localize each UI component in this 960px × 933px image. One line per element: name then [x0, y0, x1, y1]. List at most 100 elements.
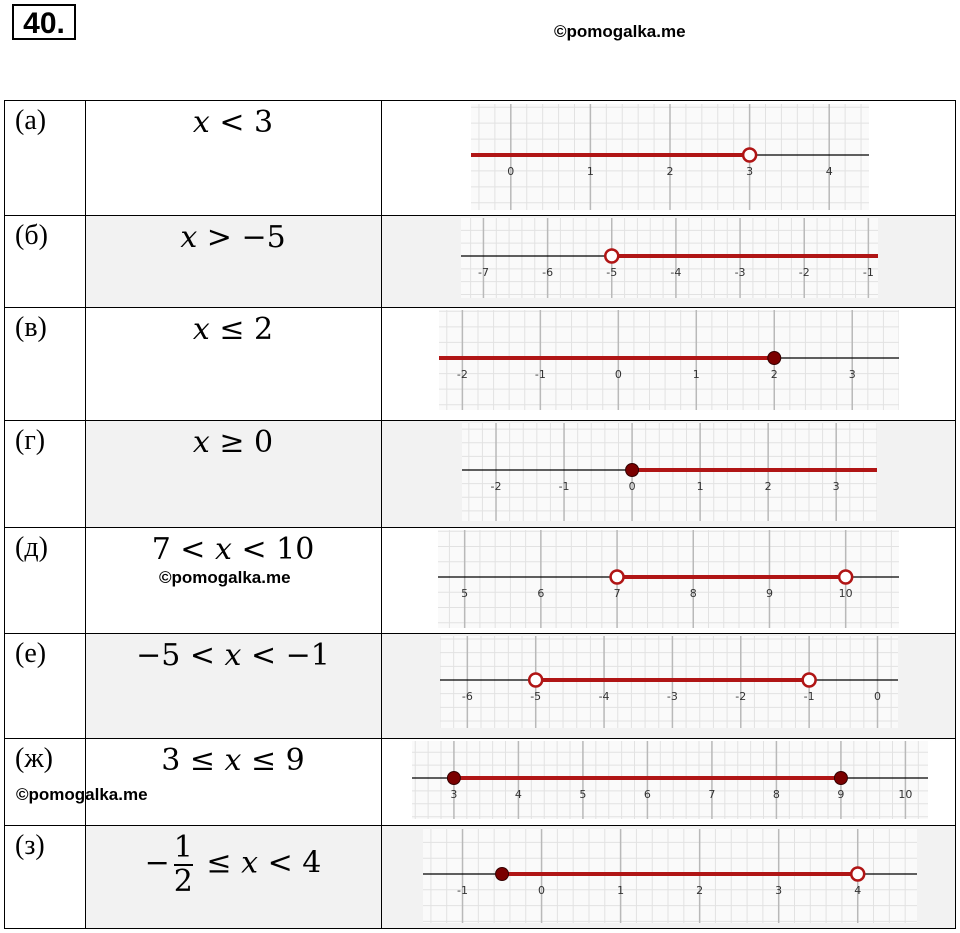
tick-label: 6	[644, 788, 651, 801]
tick-label: 8	[690, 587, 697, 600]
inequality-cell: x > −5	[85, 216, 382, 307]
label-cell: (з)	[5, 826, 86, 928]
label-cell: (ж)	[5, 739, 86, 825]
tick-label: 5	[461, 587, 468, 600]
tick-label: 4	[515, 788, 522, 801]
inequality: x ≤ 2	[85, 312, 381, 347]
rhs: 3	[254, 105, 274, 140]
variable: x	[224, 743, 242, 778]
row-label: (ж)	[15, 743, 53, 774]
tick-label: 0	[507, 165, 514, 178]
tick-label: -1	[863, 266, 874, 279]
variable: x	[180, 220, 198, 255]
lhs: 3 ≤	[161, 743, 225, 778]
tick-label: 6	[537, 587, 544, 600]
tick-label: 0	[874, 690, 881, 703]
tick-label: 5	[579, 788, 586, 801]
tick-label: 2	[765, 480, 772, 493]
row-label: (з)	[15, 830, 45, 861]
tick-label: -5	[606, 266, 617, 279]
rhs: 4	[302, 845, 322, 881]
number-line-a: 0 1 2 3 4	[471, 104, 869, 210]
open-endpoint	[527, 672, 544, 688]
lhs: 7 <	[151, 532, 215, 567]
tick-label: 10	[839, 587, 853, 600]
rhs: −1	[285, 638, 330, 673]
tick-label: 2	[696, 884, 703, 897]
closed-endpoint	[495, 867, 510, 881]
inequality: −1 2 ≤ x < 4	[85, 832, 381, 897]
tick-label: 3	[450, 788, 457, 801]
relation: ≤	[241, 743, 286, 778]
inequality-cell: 7 < x < 10 ©pomogalka.me	[85, 528, 382, 633]
variable: x	[214, 532, 232, 567]
open-endpoint	[837, 569, 854, 585]
tick-label: 0	[629, 480, 636, 493]
tick-label: 0	[538, 884, 545, 897]
denominator: 2	[173, 863, 193, 899]
variable: x	[192, 312, 210, 347]
tick-label: -4	[599, 690, 610, 703]
tick-label: 1	[693, 368, 700, 381]
open-endpoint	[741, 147, 758, 163]
number-line-b: -7 -6 -5 -4 -3 -2 -1	[461, 218, 878, 298]
label-cell: (б)	[5, 216, 86, 307]
tick-label: 2	[771, 368, 778, 381]
relation: <	[231, 532, 277, 567]
inequality: x ≥ 0	[85, 425, 381, 460]
inequality-cell: −1 2 ≤ x < 4	[85, 826, 382, 928]
problem-number: 40.	[12, 4, 76, 40]
tick-label: 3	[746, 165, 753, 178]
inequality: x < 3	[85, 105, 381, 140]
number-line-z: -1 0 1 2 3 4	[423, 829, 917, 923]
lhs-relation: ≤	[196, 845, 242, 881]
inequality-cell: x < 3	[85, 101, 382, 215]
rhs: 9	[285, 743, 305, 778]
tick-label: 9	[837, 788, 844, 801]
inequality: 3 ≤ x ≤ 9	[85, 743, 381, 778]
tick-label: -4	[670, 266, 681, 279]
inequality: 7 < x < 10	[85, 532, 381, 567]
inequality: x > −5	[85, 220, 381, 255]
relation: ≥	[209, 425, 255, 460]
label-cell: (е)	[5, 634, 86, 738]
inequality-cell: x ≥ 0	[85, 421, 382, 527]
rhs: 2	[254, 312, 274, 347]
closed-endpoint	[446, 771, 461, 785]
tick-label: -1	[457, 884, 468, 897]
rhs: 10	[276, 532, 315, 567]
tick-label: 8	[773, 788, 780, 801]
watermark: ©pomogalka.me	[159, 568, 291, 587]
tick-label: -6	[462, 690, 473, 703]
relation: >	[197, 220, 242, 255]
tick-label: 2	[667, 165, 674, 178]
number-line-e: -6 -5 -4 -3 -2 -1 0	[440, 636, 898, 728]
number-line-g: -2 -1 0 1 2 3	[462, 423, 877, 521]
tick-label: -2	[491, 480, 502, 493]
tick-label: 1	[587, 165, 594, 178]
watermark: ©pomogalka.me	[16, 785, 148, 804]
tick-label: 3	[833, 480, 840, 493]
closed-endpoint	[767, 351, 782, 365]
label-cell: (г)	[5, 421, 86, 527]
tick-label: 0	[615, 368, 622, 381]
relation: <	[258, 845, 303, 881]
tick-label: -1	[559, 480, 570, 493]
inequality-cell: −5 < x < −1	[85, 634, 382, 738]
relation: ≤	[209, 312, 255, 347]
row-label: (д)	[15, 532, 48, 563]
open-endpoint	[801, 672, 817, 688]
tick-label: -2	[457, 368, 468, 381]
watermark: ©pomogalka.me	[554, 22, 686, 41]
label-cell: (а)	[5, 101, 86, 215]
number-line-zh: 3 4 5 6 7 8 9 10	[412, 741, 928, 819]
tick-label: -3	[667, 690, 678, 703]
tick-label: -2	[735, 690, 746, 703]
inequality: −5 < x < −1	[85, 638, 381, 673]
rhs: 0	[254, 425, 274, 460]
variable: x	[241, 845, 259, 881]
tick-label: 4	[826, 165, 833, 178]
tick-label: -2	[799, 266, 810, 279]
minus: −	[144, 845, 170, 881]
